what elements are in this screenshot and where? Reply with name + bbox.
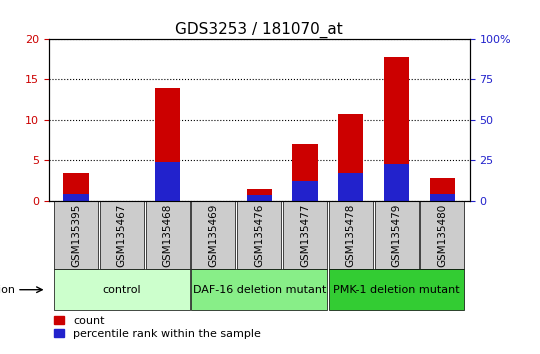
Bar [292, 181, 318, 201]
Text: GSM135469: GSM135469 [208, 204, 218, 267]
Bar [155, 87, 180, 201]
FancyBboxPatch shape [329, 201, 373, 269]
FancyBboxPatch shape [420, 201, 464, 269]
Text: GSM135468: GSM135468 [163, 204, 173, 267]
Text: GSM135478: GSM135478 [346, 204, 356, 267]
Text: DAF-16 deletion mutant: DAF-16 deletion mutant [193, 285, 326, 295]
Text: PMK-1 deletion mutant: PMK-1 deletion mutant [333, 285, 460, 295]
Bar [292, 144, 318, 201]
Bar [338, 173, 363, 201]
Bar [430, 194, 455, 201]
FancyBboxPatch shape [146, 201, 190, 269]
FancyBboxPatch shape [283, 201, 327, 269]
Bar [338, 114, 363, 201]
Title: GDS3253 / 181070_at: GDS3253 / 181070_at [176, 21, 343, 38]
FancyBboxPatch shape [329, 269, 464, 310]
Legend: count, percentile rank within the sample: count, percentile rank within the sample [54, 315, 261, 339]
Text: GSM135479: GSM135479 [392, 204, 402, 267]
FancyBboxPatch shape [192, 269, 327, 310]
FancyBboxPatch shape [100, 201, 144, 269]
Bar [155, 162, 180, 201]
FancyBboxPatch shape [54, 269, 190, 310]
FancyBboxPatch shape [54, 201, 98, 269]
Bar [64, 173, 89, 201]
FancyBboxPatch shape [375, 201, 418, 269]
Bar [384, 57, 409, 201]
Bar [64, 194, 89, 201]
Text: GSM135395: GSM135395 [71, 204, 81, 267]
Bar [247, 189, 272, 201]
FancyBboxPatch shape [192, 201, 235, 269]
Bar [430, 178, 455, 201]
Bar [384, 165, 409, 201]
FancyBboxPatch shape [237, 201, 281, 269]
Text: genotype/variation: genotype/variation [0, 285, 15, 295]
Text: GSM135477: GSM135477 [300, 204, 310, 267]
Text: GSM135480: GSM135480 [437, 204, 447, 267]
Text: GSM135476: GSM135476 [254, 204, 264, 267]
Text: GSM135467: GSM135467 [117, 204, 127, 267]
Text: control: control [103, 285, 141, 295]
Bar [247, 195, 272, 201]
